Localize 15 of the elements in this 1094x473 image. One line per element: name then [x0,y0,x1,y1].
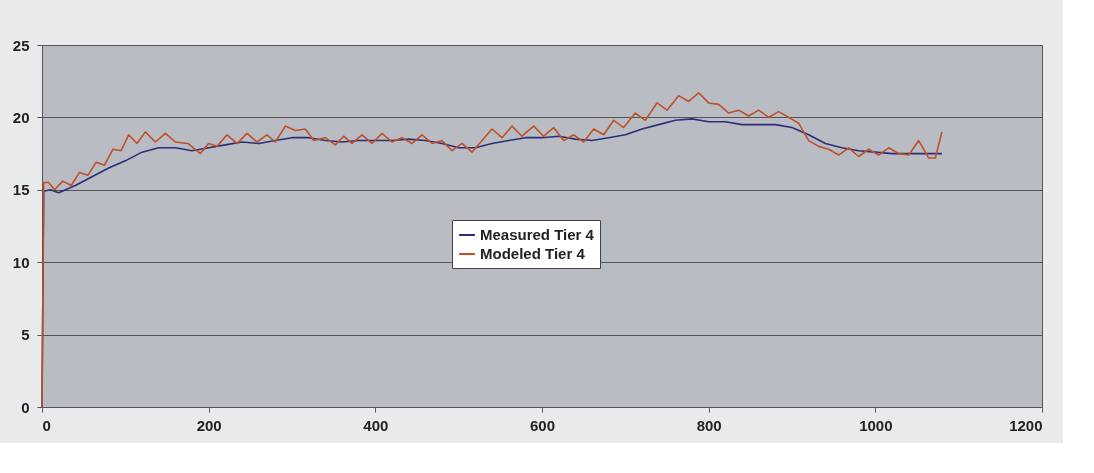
y-tick-label: 10 [12,253,30,271]
legend-label: Modeled Tier 4 [480,245,586,262]
y-tick-label: 0 [21,398,30,416]
x-tick-label: 1200 [1009,416,1043,434]
legend-label: Measured Tier 4 [480,226,595,243]
y-tick-label: 15 [12,181,30,199]
x-tick-label: 1000 [859,416,893,434]
x-tick-label: 800 [696,416,722,434]
x-tick-label: 200 [196,416,222,434]
y-tick-label: 5 [21,326,30,344]
x-tick-label: 400 [363,416,389,434]
x-tick-label: 0 [42,416,51,434]
x-tick-label: 600 [529,416,556,434]
y-tick-label: 25 [12,36,30,54]
y-tick-label: 20 [12,108,30,126]
